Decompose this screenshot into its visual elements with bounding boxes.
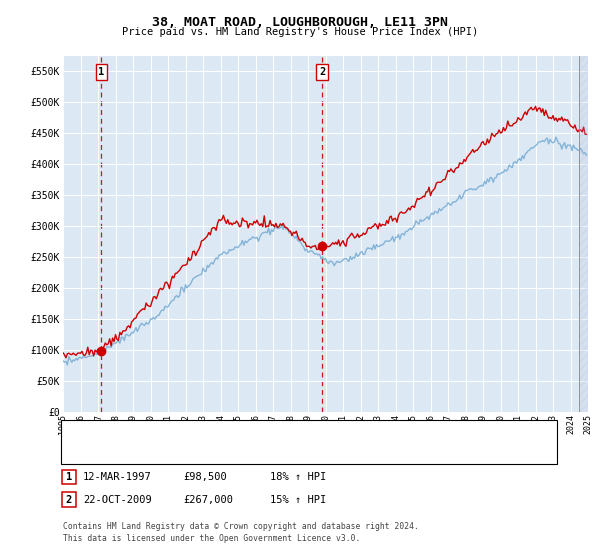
Text: Price paid vs. HM Land Registry's House Price Index (HPI): Price paid vs. HM Land Registry's House … bbox=[122, 27, 478, 37]
Text: 2: 2 bbox=[66, 494, 72, 505]
Text: £267,000: £267,000 bbox=[183, 494, 233, 505]
Text: 1: 1 bbox=[98, 67, 104, 77]
Text: HPI: Average price, detached house, Charnwood: HPI: Average price, detached house, Char… bbox=[99, 442, 358, 451]
Text: 1: 1 bbox=[66, 472, 72, 482]
Text: 38, MOAT ROAD, LOUGHBOROUGH, LE11 3PN: 38, MOAT ROAD, LOUGHBOROUGH, LE11 3PN bbox=[152, 16, 448, 29]
Text: 22-OCT-2009: 22-OCT-2009 bbox=[83, 494, 152, 505]
Text: 12-MAR-1997: 12-MAR-1997 bbox=[83, 472, 152, 482]
Text: 15% ↑ HPI: 15% ↑ HPI bbox=[270, 494, 326, 505]
Text: 2: 2 bbox=[319, 67, 325, 77]
Text: Contains HM Land Registry data © Crown copyright and database right 2024.
This d: Contains HM Land Registry data © Crown c… bbox=[63, 522, 419, 543]
Text: 18% ↑ HPI: 18% ↑ HPI bbox=[270, 472, 326, 482]
Text: £98,500: £98,500 bbox=[183, 472, 227, 482]
Bar bbox=[579, 56, 588, 412]
Text: 38, MOAT ROAD, LOUGHBOROUGH, LE11 3PN (detached house): 38, MOAT ROAD, LOUGHBOROUGH, LE11 3PN (d… bbox=[99, 425, 409, 434]
